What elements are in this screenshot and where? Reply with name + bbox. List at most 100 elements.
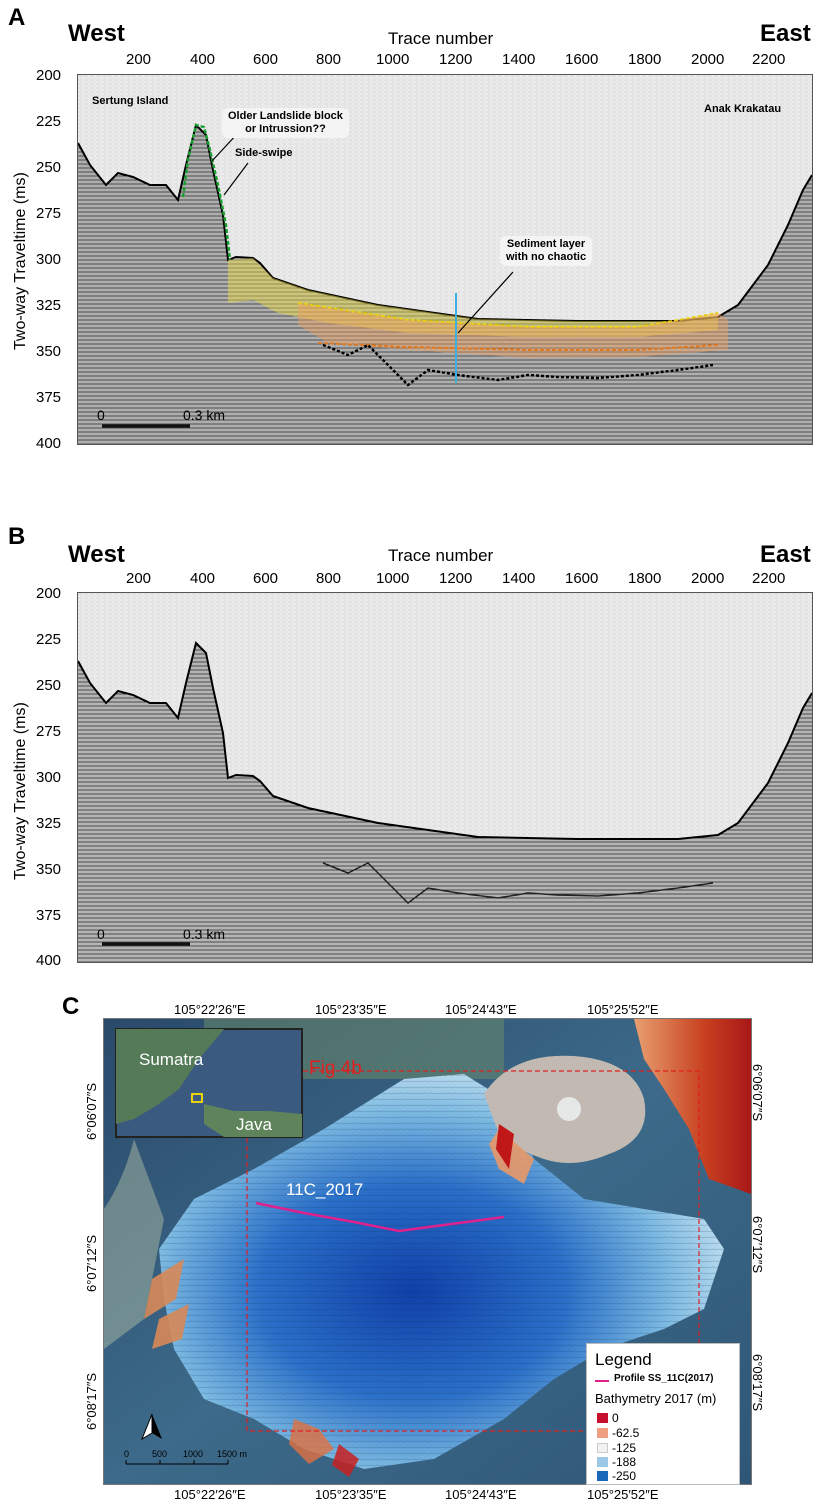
y-tick: 400 [36,952,62,969]
y-tick: 200 [36,67,62,84]
bathymetry-contours [159,1074,724,1469]
panel-b-y-title: Two-way Traveltime (ms) [12,702,29,880]
panel-a-east-label: East [760,20,811,47]
legend-profile-label: Profile SS_11C(2017) [614,1373,714,1384]
black-dashed-basement [322,343,714,387]
x-tick: 1200 [439,570,473,587]
anak-krakatau-crater [557,1097,581,1121]
lon-tick-bottom: 105°23′35″E [315,1487,387,1502]
panel-b-label: B [8,523,26,550]
lat-tick-left: 6°06′07″S [84,1082,99,1140]
legend-item-label: -62.5 [612,1426,640,1440]
lon-tick-top: 105°23′35″E [315,1002,387,1017]
panel-a-x-title: Trace number [388,29,494,48]
panel-a-y-ticks: 200 225 250 275 300 325 350 375 400 [36,0,76,452]
y-tick: 300 [36,251,62,268]
green-dashed-outline [181,123,232,261]
legend-swatch-0 [597,1413,608,1423]
x-tick: 200 [126,51,152,68]
panel-b-scale-label: 0.3 km [183,926,226,942]
map-scale-tick: 0 [124,1449,130,1459]
lon-tick-top: 105°22′26″E [174,1002,246,1017]
inset-label-java: Java [236,1115,272,1134]
seismic-seafloor-line [78,641,812,840]
panel-b-seismic-image [78,593,812,962]
x-tick: 1200 [439,51,473,68]
profile-11c-label: 11C_2017 [286,1180,364,1199]
x-tick: 400 [190,570,216,587]
x-tick: 1600 [565,51,599,68]
lat-tick-right: 6°07′12″S [750,1216,765,1274]
annotation-sediment: Sediment layer with no chaotic [500,236,593,266]
x-tick: 600 [253,570,279,587]
panel-b-frame [77,592,813,963]
seismic-seafloor-reflectors [78,125,812,444]
lon-tick-bottom: 105°25′52″E [587,1487,659,1502]
arrow-sideswipe [223,162,249,196]
profile-line [255,1201,505,1233]
y-tick: 350 [36,343,62,360]
panel-b-x-title: Trace number [388,546,494,565]
seismic-seafloor-line [78,123,812,322]
x-tick: 1400 [502,570,536,587]
legend-item-label: 0 [612,1411,619,1425]
y-tick: 250 [36,159,62,176]
x-tick: 2200 [752,51,786,68]
x-tick: 1400 [502,51,536,68]
inset-label-sumatra: Sumatra [139,1050,204,1069]
legend-swatch-4 [597,1471,608,1481]
map-scale-bar [125,1460,229,1465]
annotation-sediment-line: Sediment layer with no chaotic [506,238,587,263]
y-tick: 325 [36,297,62,314]
x-tick: 200 [126,570,152,587]
x-tick: 1800 [628,51,662,68]
shallow-fringe-south [332,1444,359,1477]
map-scale-tick: 1500 m [217,1449,248,1459]
lon-tick-top: 105°25′52″E [587,1002,659,1017]
x-tick: 2000 [691,570,725,587]
shallow-fringe-left-2 [152,1304,189,1349]
lat-tick-right: 6°08′17″S [750,1354,765,1412]
y-tick: 300 [36,769,62,786]
annotation-sertung: Sertung Island [92,95,169,107]
panel-b-y-ticks: 200 225 250 275 300 325 350 375 400 [36,0,76,980]
x-tick: 400 [190,51,216,68]
seismic-seafloor-reflectors [78,643,812,962]
x-tick: 1000 [376,51,410,68]
legend-item-label: -188 [612,1455,637,1469]
y-tick: 275 [36,205,62,222]
annotation-older-block: Older Landslide block or Intrussion?? [222,108,349,138]
x-tick: 800 [316,570,342,587]
x-tick: 1000 [376,570,410,587]
panel-a-y-title: Two-way Traveltime (ms) [12,172,29,350]
x-tick: 2200 [752,570,786,587]
map-scale-labels: 0 500 1000 1500 m [120,1449,260,1463]
y-tick: 275 [36,723,62,740]
x-tick: 1600 [565,570,599,587]
lat-tick-right: 6°06′07″S [750,1064,765,1122]
panel-a-frame [77,74,813,445]
arrow-sediment [457,271,514,334]
panel-b-x-ticks: 200 400 600 800 1000 1200 1400 1600 1800… [0,570,818,590]
y-tick: 250 [36,677,62,694]
eastern-land-relief [634,1019,751,1194]
lon-tick-bottom: 105°24′43″E [445,1487,517,1502]
annotation-older-line: Older Landslide block or Intrussion?? [228,110,343,135]
annotation-anak: Anak Krakatau [704,103,782,115]
panel-b-west-label: West [68,541,125,568]
shallow-fringe-left [144,1259,184,1319]
map-scale-tick: 500 [152,1449,168,1459]
x-tick: 2000 [691,51,725,68]
y-tick: 225 [36,113,62,130]
y-tick: 200 [36,585,62,602]
legend-swatch-3 [597,1457,608,1467]
legend-swatch-1 [597,1428,608,1438]
x-tick: 1800 [628,570,662,587]
legend-swatch-2 [597,1443,608,1453]
yellow-dashed-horizon [297,302,719,328]
panel-a-scale-zero: 0 [97,407,105,423]
panel-a-x-ticks: 200 400 600 800 1000 1200 1400 1600 1800… [0,51,818,71]
legend-item-label: -250 [612,1469,637,1483]
yellow-sediment-layer [228,258,718,337]
y-tick: 375 [36,389,62,406]
